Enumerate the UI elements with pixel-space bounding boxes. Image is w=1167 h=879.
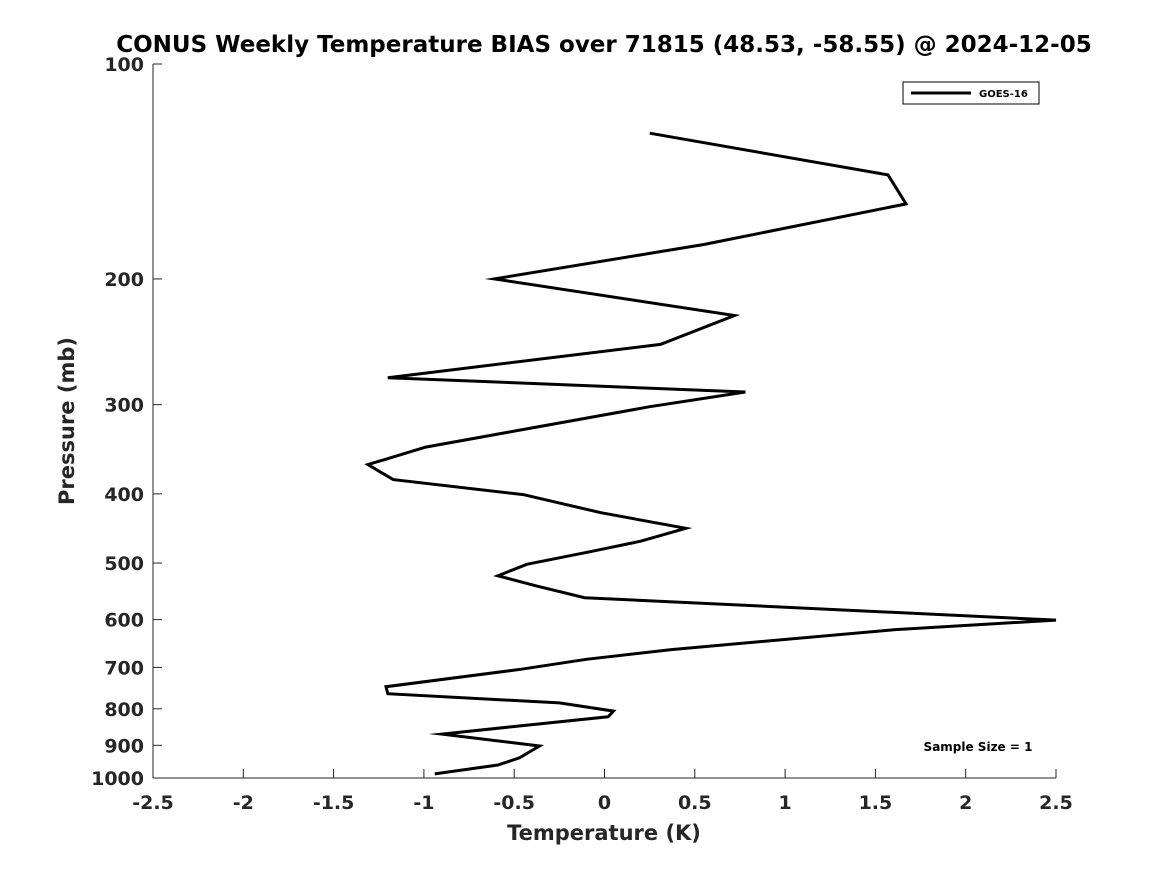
y-tick-label: 600 (104, 610, 144, 632)
x-tick-label: 2 (959, 792, 972, 814)
x-axis-label: Temperature (K) (507, 821, 701, 845)
y-tick-label: 800 (104, 699, 144, 721)
y-tick-label: 200 (104, 269, 144, 291)
x-tick-label: 1.5 (859, 792, 893, 814)
chart-title: CONUS Weekly Temperature BIAS over 71815… (116, 32, 1091, 58)
x-axis-ticks: -2.5 -2 -1.5 -1 -0.5 0 0.5 1 1.5 2 2.5 (132, 769, 1073, 814)
y-axis-ticks: 100 200 300 400 500 600 700 800 900 1000 (91, 54, 162, 790)
legend-label-goes-16: GOES-16 (979, 89, 1028, 100)
plot-axes (152, 64, 1056, 779)
y-tick-label: 400 (104, 484, 144, 506)
x-tick-label: 0.5 (678, 792, 712, 814)
legend: GOES-16 (902, 81, 1040, 105)
sample-size-annotation: Sample Size = 1 (924, 740, 1033, 754)
y-tick-label: 500 (104, 553, 144, 575)
x-tick-label: 1 (778, 792, 791, 814)
y-tick-label: 300 (104, 395, 144, 417)
x-tick-label: -0.5 (493, 792, 535, 814)
x-tick-label: -2 (233, 792, 254, 814)
y-tick-label: 1000 (91, 768, 144, 790)
x-tick-label: -1.5 (313, 792, 355, 814)
y-tick-label: 900 (104, 735, 144, 757)
series-layer (364, 131, 1057, 776)
x-tick-label: -1 (413, 792, 434, 814)
y-axis-label: Pressure (mb) (55, 337, 79, 505)
series-line-goes-16 (364, 131, 1057, 776)
y-tick-label: 100 (104, 54, 144, 76)
x-tick-label: 0 (598, 792, 611, 814)
x-tick-label: 2.5 (1039, 792, 1073, 814)
y-tick-label: 700 (104, 657, 144, 679)
x-tick-label: -2.5 (132, 792, 174, 814)
